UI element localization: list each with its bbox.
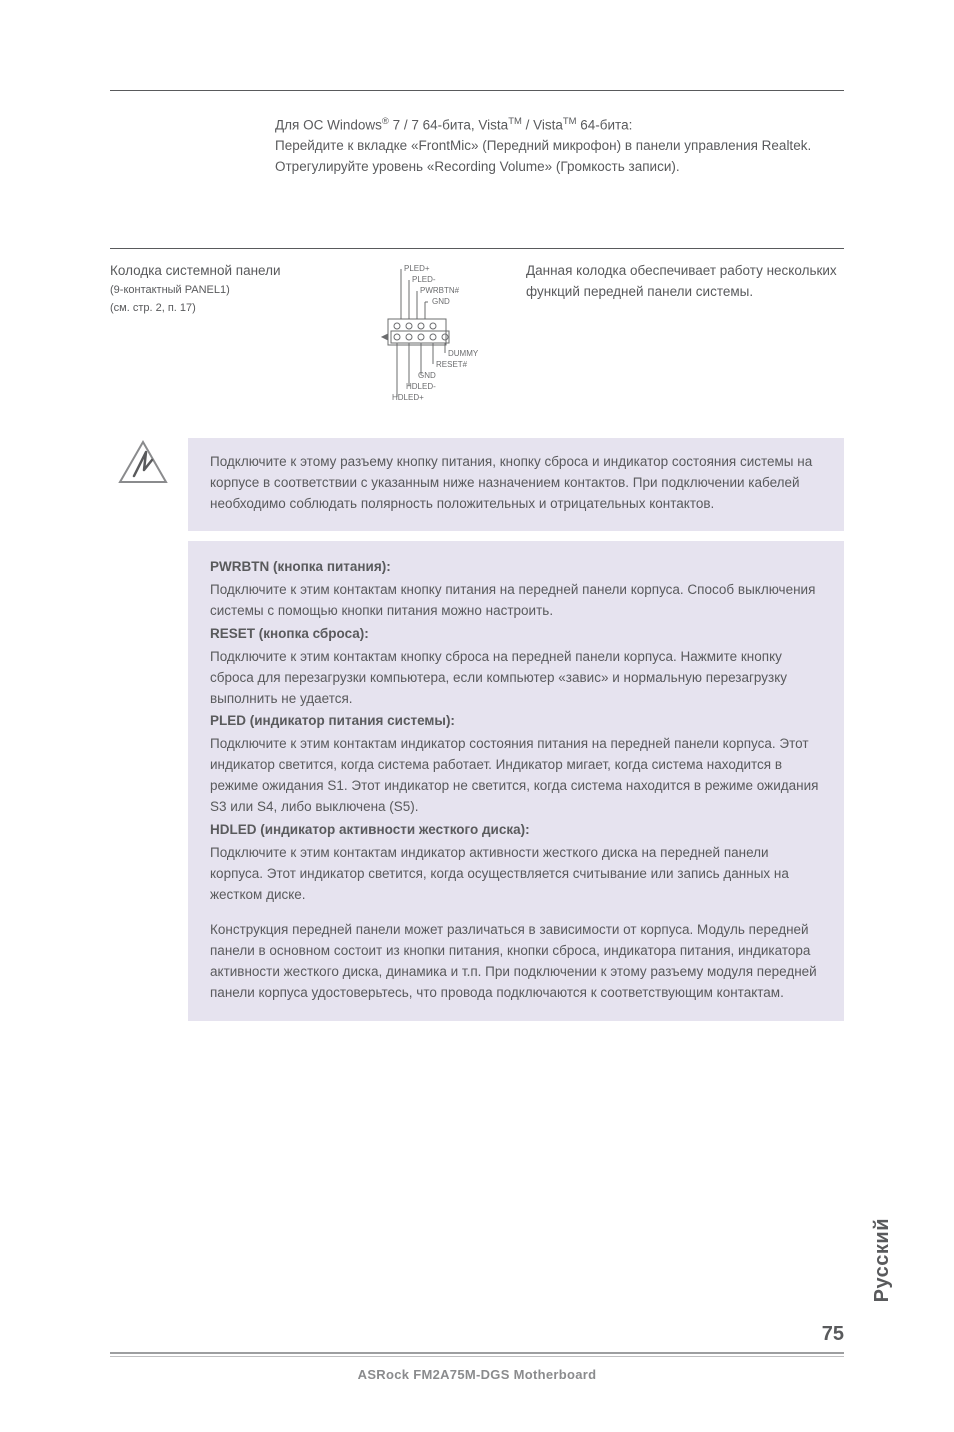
language-tab: Русский [871, 1218, 894, 1302]
svg-text:GND: GND [432, 297, 450, 306]
svg-text:PLED-: PLED- [412, 275, 436, 284]
note-icon [116, 438, 170, 497]
intro-text: Для ОС Windows® 7 / 7 64-бита, VistaTM /… [275, 115, 844, 248]
note-text: Подключите к этому разъему кнопку питани… [188, 438, 844, 531]
svg-text:PWRBTN#: PWRBTN# [420, 286, 460, 295]
pinout-diagram: PLED+ PLED- PWRBTN# GND [358, 261, 508, 416]
header-right: Данная колодка обеспечивает работу неско… [526, 261, 844, 303]
page-footer: 75 ASRock FM2A75M-DGS Motherboard [110, 1323, 844, 1382]
svg-text:HDLED+: HDLED+ [392, 393, 424, 402]
svg-text:DUMMY: DUMMY [448, 349, 479, 358]
svg-text:HDLED-: HDLED- [406, 382, 436, 391]
body-content: PWRBTN (кнопка питания): Подключите к эт… [188, 541, 844, 1021]
page-number: 75 [110, 1323, 844, 1346]
header-left: Колодка системной панели (9-контактный P… [110, 261, 340, 317]
footer-text: ASRock FM2A75M-DGS Motherboard [110, 1367, 844, 1382]
svg-text:RESET#: RESET# [436, 360, 468, 369]
svg-text:PLED+: PLED+ [404, 264, 430, 273]
svg-text:GND: GND [418, 371, 436, 380]
